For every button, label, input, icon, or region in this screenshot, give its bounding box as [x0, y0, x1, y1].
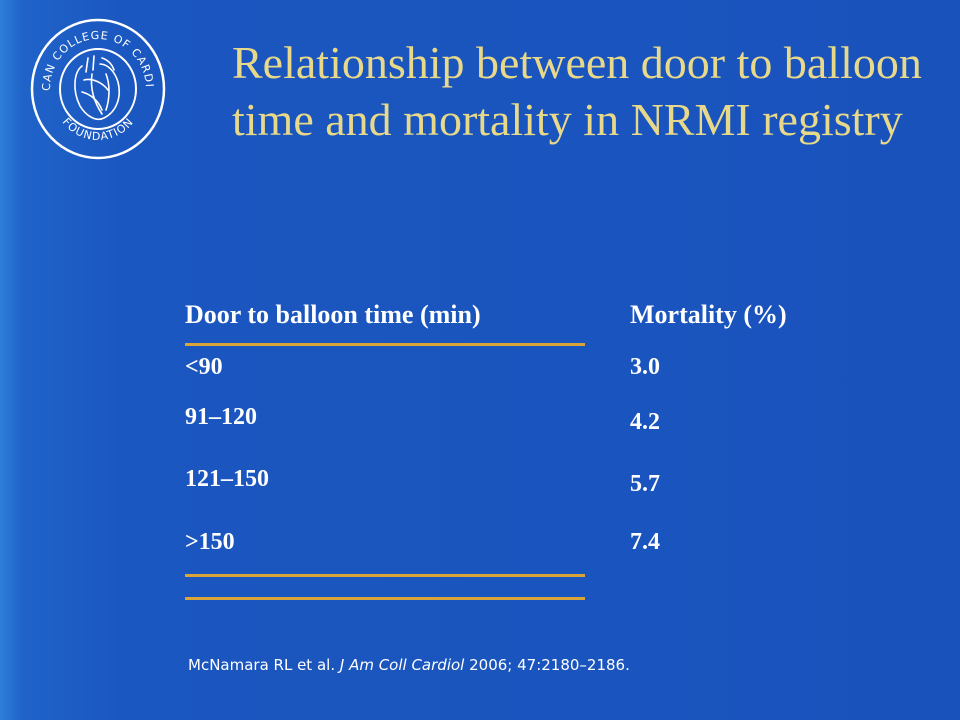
table-row-mortality: 7.4 — [630, 529, 660, 555]
table-row-time: <90 — [185, 354, 223, 380]
citation-authors: McNamara RL et al. — [188, 656, 336, 674]
footer-rule-2 — [185, 597, 585, 600]
citation-journal: J Am Coll Cardiol — [339, 656, 465, 674]
table-row-time: 121–150 — [185, 466, 269, 492]
acc-foundation-logo: AMERICAN COLLEGE OF CARDIOLOGY FOUNDATIO… — [25, 8, 166, 160]
table-row-time: >150 — [185, 529, 235, 555]
citation: McNamara RL et al. J Am Coll Cardiol 200… — [188, 655, 630, 675]
citation-details: 2006; 47:2180–2186. — [469, 656, 630, 674]
footer-rule-1 — [185, 574, 585, 577]
slide-title: Relationship between door to balloon tim… — [232, 37, 922, 145]
table-row-mortality: 5.7 — [630, 471, 660, 497]
header-door-to-balloon: Door to balloon time (min) — [185, 300, 481, 329]
table-row-mortality: 4.2 — [630, 409, 660, 435]
table-row-time: 91–120 — [185, 404, 257, 430]
heart-logo-icon: AMERICAN COLLEGE OF CARDIOLOGY FOUNDATIO… — [25, 8, 166, 160]
header-rule — [185, 343, 585, 346]
table-row-mortality: 3.0 — [630, 354, 660, 380]
header-mortality: Mortality (%) — [630, 300, 787, 329]
